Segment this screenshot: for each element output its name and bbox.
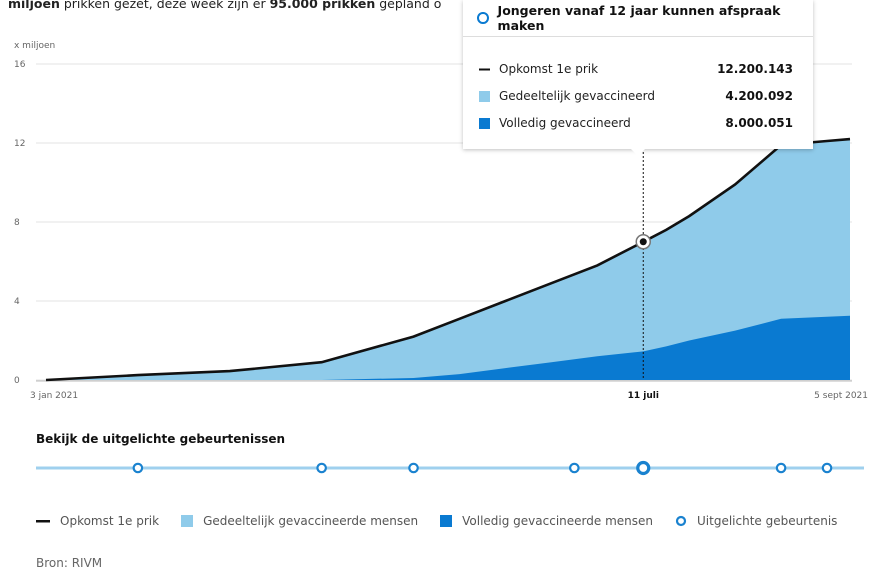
x-tick-label: 5 sept 2021 [814,391,868,401]
line-first-dose [45,137,851,382]
intro-text: miljoen prikken gezet, deze week zijn er… [8,0,441,11]
event-marker[interactable] [132,462,144,474]
tooltip-row-label: Volledig gevaccineerd [499,116,631,130]
y-tick-label: 16 [14,60,26,70]
tooltip-row-full: Volledig gevaccineerd 8.000.051 [479,114,793,132]
tooltip-row-value: 12.200.143 [717,62,793,76]
intro-text-3: gepland o [375,0,442,11]
tooltip-row-partial: Gedeeltelijk gevaccineerd 4.200.092 [479,87,793,105]
legend-line-icon [36,520,50,523]
events-timeline [36,460,864,476]
y-tick-label: 4 [14,297,20,307]
tooltip-row-label: Opkomst 1e prik [499,62,599,76]
ring-icon [477,12,489,24]
source-text: Bron: RIVM [36,556,103,570]
tooltip-row-first-dose: Opkomst 1e prik 12.200.143 [479,60,793,78]
legend: Opkomst 1e prik Gedeeltelijk gevaccineer… [36,514,859,528]
events-title: Bekijk de uitgelichte gebeurtenissen [36,432,286,446]
line-swatch-icon [479,68,490,70]
tooltip-row-value: 4.200.092 [725,89,793,103]
event-marker-active[interactable] [636,460,651,476]
intro-text-2: prikken gezet, deze week zijn er [59,0,270,11]
x-tick-label: 11 juli [628,391,659,401]
legend-full-swatch-icon [440,515,453,527]
tooltip-caret [630,148,646,156]
event-tooltip: Jongeren vanaf 12 jaar kunnen afspraak m… [463,0,813,149]
event-marker[interactable] [775,462,787,474]
legend-item-partial: Gedeeltelijk gevaccineerde mensen [181,514,418,528]
legend-partial-swatch-icon [181,515,194,527]
tooltip-row-label: Gedeeltelijk gevaccineerd [499,89,655,103]
y-axis-label: x miljoen [14,41,55,51]
legend-label: Volledig gevaccineerde mensen [462,514,653,528]
legend-label: Opkomst 1e prik [60,514,160,528]
full-swatch-icon [479,117,490,129]
legend-item-full: Volledig gevaccineerde mensen [440,514,653,528]
y-tick-label: 0 [14,376,20,386]
legend-item-first-dose: Opkomst 1e prik [36,514,159,528]
y-tick-label: 8 [14,218,20,228]
legend-label: Uitgelichte gebeurtenis [697,514,838,528]
highlight-point-core [639,238,647,246]
tooltip-row-value: 8.000.051 [725,116,793,130]
area-fully-vaccinated [46,315,850,380]
x-axis-ticks: 3 jan 2021 11 juli 5 sept 2021 [30,391,868,401]
x-tick-label: 3 jan 2021 [30,391,78,401]
event-marker[interactable] [821,462,833,474]
legend-label: Gedeeltelijk gevaccineerde mensen [203,514,419,528]
event-marker[interactable] [408,462,419,474]
y-axis-ticks: 16 12 8 4 0 [14,60,26,386]
legend-item-event: Uitgelichte gebeurtenis [675,514,837,528]
y-tick-label: 12 [14,139,25,149]
event-marker[interactable] [316,462,327,474]
vaccination-area-chart: x miljoen 16 12 8 4 0 3 jan 2021 11 juli 5 sep… [14,41,868,476]
intro-bold-2: 95.000 prikken [269,0,376,11]
tooltip-header: Jongeren vanaf 12 jaar kunnen afspraak m… [463,0,813,37]
legend-ring-icon [675,515,687,527]
partial-swatch-icon [479,90,490,102]
tooltip-event-title: Jongeren vanaf 12 jaar kunnen afspraak m… [497,3,781,33]
area-partial-vaccinated [46,139,850,380]
intro-bold-1: miljoen [8,0,60,11]
event-marker[interactable] [569,462,580,474]
